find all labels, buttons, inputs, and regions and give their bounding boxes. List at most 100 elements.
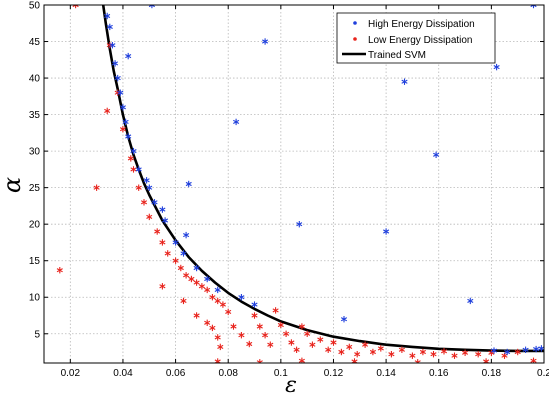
svm-boundary-curve [101, 5, 544, 353]
high-energy-point [296, 221, 303, 228]
high-energy-point [533, 345, 540, 353]
high-energy-point [493, 63, 500, 71]
low-energy-point [204, 319, 211, 326]
high-energy-point [490, 347, 498, 354]
high-energy-point [148, 5, 155, 9]
low-energy-point [72, 5, 79, 9]
high-energy-point [214, 286, 221, 294]
high-energy-point [125, 133, 132, 140]
high-energy-point [433, 151, 440, 158]
low-energy-point [256, 323, 263, 330]
y-tick-label: 5 [34, 329, 40, 340]
low-energy-point [377, 345, 384, 352]
high-energy-point [125, 52, 132, 60]
high-energy-point [193, 264, 200, 272]
x-tick-label: 0.1 [274, 368, 288, 379]
high-energy-point [172, 239, 179, 246]
x-tick-label: 0.16 [429, 368, 449, 379]
low-energy-point [369, 348, 376, 356]
plot-area [56, 5, 544, 363]
low-energy-point [351, 358, 358, 363]
high-energy-point [504, 348, 511, 356]
low-energy-point [304, 330, 311, 337]
low-energy-point [219, 301, 226, 308]
high-energy-point [112, 60, 119, 67]
svm-boundary-layer [101, 5, 544, 353]
low-energy-point [514, 348, 521, 356]
low-energy-point [180, 297, 187, 305]
low-energy-point [159, 283, 166, 290]
high-energy-point [204, 275, 211, 283]
low-energy-point [188, 275, 195, 283]
low-energy-point [127, 155, 134, 162]
low-energy-point [217, 343, 224, 351]
low-energy-point [488, 349, 495, 356]
high-energy-point [185, 180, 192, 188]
low-energy-point [451, 352, 458, 359]
low-energy-point [462, 349, 469, 356]
high-energy-point [135, 166, 142, 173]
low-energy-point [251, 312, 258, 319]
high-energy-point [238, 294, 245, 301]
y-tick-label: 35 [29, 110, 41, 121]
low-energy-point [398, 346, 405, 353]
high-energy-point [401, 78, 408, 85]
x-tick-label: 0.2 [537, 368, 549, 379]
high-energy-point [106, 23, 113, 31]
legend-label-high: High Energy Dissipation [368, 19, 475, 30]
low-energy-point [362, 341, 369, 348]
low-energy-point [475, 351, 482, 358]
low-energy-point [238, 332, 245, 339]
low-energy-point [346, 343, 353, 351]
low-energy-point [419, 348, 426, 356]
low-energy-point [93, 184, 100, 191]
low-energy-point [354, 351, 361, 358]
x-tick-label: 0.06 [166, 368, 186, 379]
low-energy-point [225, 308, 232, 316]
high-energy-point [130, 147, 137, 155]
low-energy-point [177, 264, 184, 272]
legend-marker-low [353, 37, 357, 41]
low-energy-point [183, 272, 190, 279]
high-energy-points [104, 5, 544, 356]
low-energy-point [230, 323, 237, 330]
high-energy-point [119, 104, 126, 111]
low-energy-point [277, 321, 284, 329]
low-energy-point [246, 340, 253, 348]
low-energy-point [256, 359, 263, 363]
low-energy-point [414, 359, 421, 363]
y-tick-label: 25 [29, 183, 41, 194]
low-energy-point [159, 239, 166, 246]
y-tick-label: 40 [29, 74, 41, 85]
high-energy-point [530, 5, 537, 9]
low-energy-point [193, 312, 200, 319]
low-energy-point [338, 348, 345, 356]
low-energy-point [106, 42, 113, 49]
x-tick-label: 0.18 [482, 368, 502, 379]
x-axis-label: ε [285, 373, 297, 398]
low-energy-point [388, 351, 395, 358]
low-energy-point [440, 348, 448, 355]
low-energy-point [272, 307, 279, 314]
high-energy-point [151, 199, 158, 206]
low-energy-point [288, 339, 295, 346]
low-energy-point [214, 297, 221, 305]
y-tick-label: 30 [29, 147, 41, 158]
high-energy-point [522, 346, 529, 353]
low-energy-point [209, 324, 216, 332]
low-energy-point [114, 89, 121, 96]
high-energy-point [180, 250, 187, 257]
y-tick-label: 15 [29, 256, 41, 267]
high-energy-point [233, 118, 240, 126]
low-energy-point [262, 332, 269, 339]
legend-label-low: Low Energy Dissipation [368, 35, 473, 46]
x-tick-label: 0.12 [324, 368, 344, 379]
low-energy-point [214, 358, 221, 363]
high-energy-point [117, 89, 124, 96]
legend-marker-high [353, 21, 357, 25]
low-energy-point [140, 199, 148, 206]
high-energy-point [162, 217, 169, 224]
x-tick-label: 0.04 [113, 368, 133, 379]
low-energy-point [198, 283, 205, 290]
